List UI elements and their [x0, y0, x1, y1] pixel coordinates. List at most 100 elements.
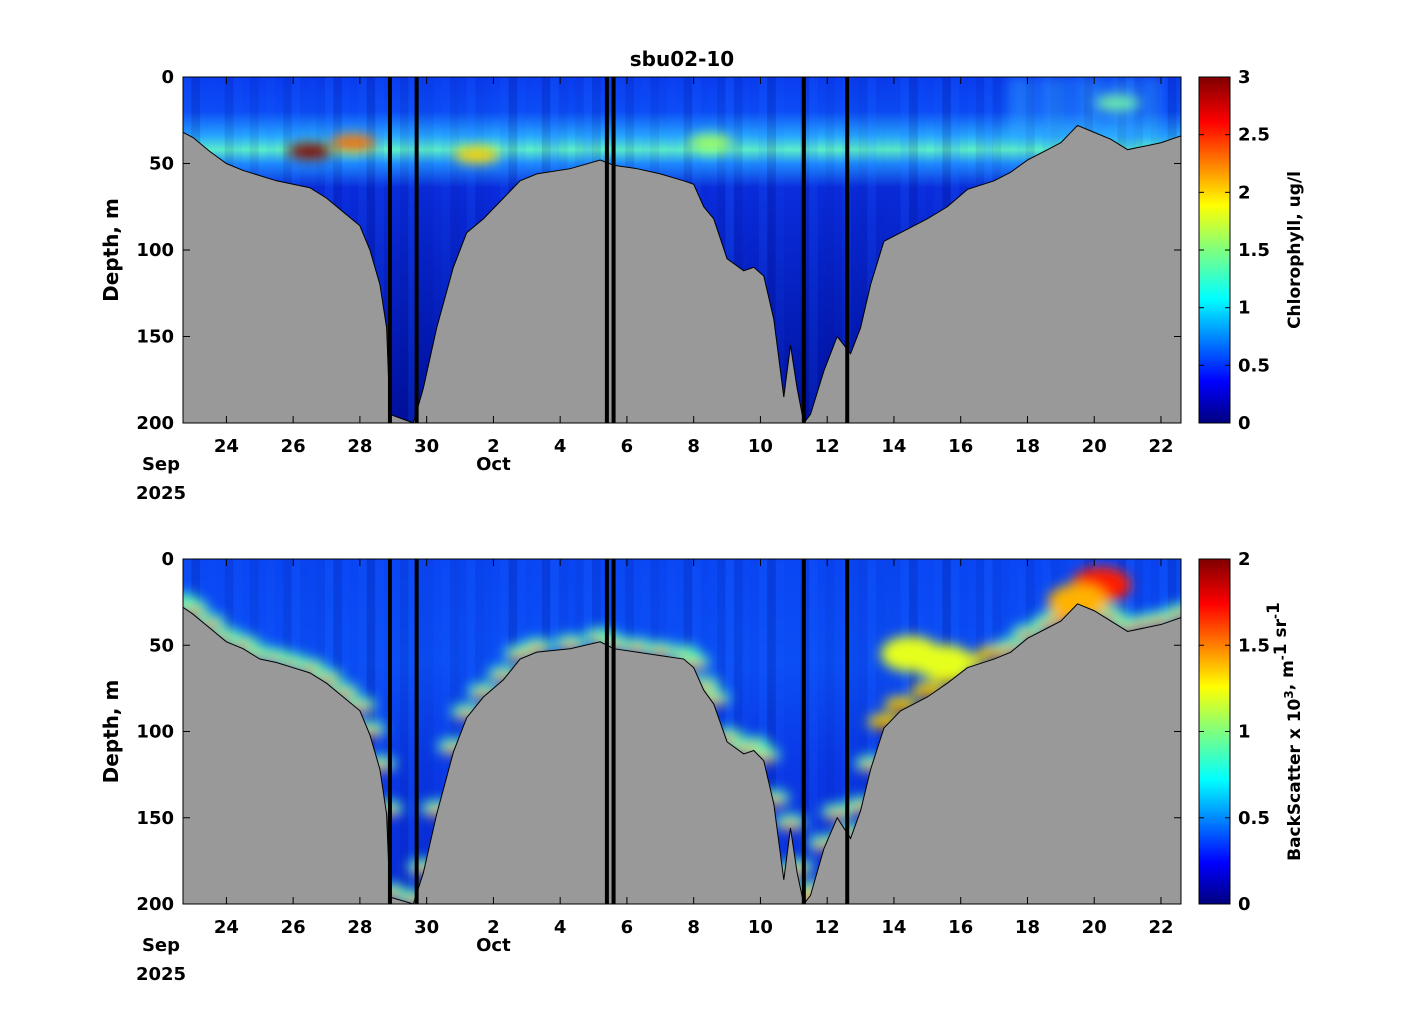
backscatter-patch — [914, 644, 975, 681]
colorbar-label-sup: 3 — [1282, 690, 1296, 698]
bottom-layer-core — [1171, 611, 1181, 620]
colorbar-tick-label: 2 — [1238, 182, 1251, 203]
x-tick-label: 12 — [815, 436, 840, 457]
y-tick-label: 150 — [136, 808, 174, 829]
profile-streak — [399, 559, 409, 904]
profile-streak — [441, 559, 451, 904]
colorbar-tick-label: 2 — [1238, 549, 1251, 570]
profile-streak — [416, 559, 426, 904]
colorbar-tick-label: 2.5 — [1238, 125, 1270, 146]
profile-streak — [424, 77, 434, 423]
surface-streak — [1080, 77, 1087, 137]
surface-streak — [1034, 77, 1041, 137]
chlorophyll-hotspot — [287, 143, 332, 160]
x-tick-label: 26 — [281, 436, 306, 457]
surface-streak — [1092, 77, 1099, 137]
month-label: Sep — [142, 454, 180, 475]
x-tick-label: 22 — [1148, 436, 1173, 457]
x-tick-label: 4 — [554, 436, 567, 457]
x-tick-label: 10 — [748, 917, 773, 938]
profile-streak — [850, 77, 860, 423]
x-tick-label: 2 — [487, 917, 500, 938]
profile-streak — [725, 77, 735, 423]
y-axis-label: Depth, m — [99, 198, 123, 302]
profile-streak — [825, 559, 835, 904]
colorbar-tick-label: 0.5 — [1238, 355, 1270, 376]
profile-streak — [424, 559, 434, 904]
x-tick-label: 20 — [1082, 917, 1107, 938]
profile-streak — [392, 77, 401, 423]
x-tick-label: 16 — [948, 436, 973, 457]
surface-streak — [1139, 77, 1146, 137]
month-label: Sep — [142, 935, 180, 956]
y-axis-label: Depth, m — [99, 680, 123, 784]
colorbar-label: BackScatter x 103, m-1 sr-1 — [1264, 602, 1305, 861]
gap-edge-right — [845, 559, 850, 904]
profile-streak — [875, 77, 885, 423]
y-tick-label: 50 — [149, 635, 174, 656]
profile-streak — [450, 77, 459, 423]
colorbar-tick-label: 0.5 — [1238, 808, 1270, 829]
y-tick-label: 100 — [136, 240, 174, 261]
colorbar-tick-label: 1 — [1238, 722, 1251, 743]
gap-edge-right — [414, 77, 419, 423]
x-tick-label: 18 — [1015, 917, 1040, 938]
figure-title: sbu02-10 — [630, 47, 734, 71]
profile-streak — [441, 77, 451, 423]
gap-edge-left — [387, 559, 392, 904]
colorbar-tick-label: 1 — [1238, 298, 1251, 319]
surface-streak — [1045, 77, 1052, 137]
chlorophyll-hotspot — [688, 134, 733, 151]
x-tick-label: 12 — [815, 917, 840, 938]
month-label: Oct — [476, 454, 511, 475]
gap-edge-right — [611, 559, 616, 904]
y-tick-label: 0 — [161, 549, 174, 570]
surface-streak — [1104, 77, 1111, 137]
bottom-layer-core — [827, 811, 848, 820]
seafloor — [183, 603, 1181, 904]
colorbar-label-sup: - — [1275, 655, 1289, 660]
gap-edge-left — [604, 559, 609, 904]
chlorophyll-hotspot — [454, 146, 499, 163]
profile-streak — [767, 77, 776, 423]
year-label: 2025 — [136, 964, 186, 985]
colorbar-tick-label: 1.5 — [1238, 240, 1270, 261]
x-tick-label: 28 — [347, 436, 372, 457]
x-tick-label: 8 — [687, 436, 700, 457]
chlorophyll-hotspot — [331, 134, 376, 151]
x-tick-label: 14 — [881, 917, 906, 938]
profile-streak — [808, 559, 818, 904]
y-tick-label: 150 — [136, 327, 174, 348]
x-tick-label: 8 — [687, 917, 700, 938]
profile-streak — [875, 559, 885, 904]
x-tick-label: 30 — [414, 917, 439, 938]
profile-streak — [858, 77, 868, 423]
profile-streak — [392, 559, 401, 904]
profile-streak — [775, 77, 785, 423]
colorbar-label-part: 1 — [1264, 602, 1284, 614]
gap-edge-left — [387, 77, 392, 423]
x-tick-label: 24 — [214, 917, 239, 938]
seafloor-line — [183, 124, 1181, 423]
chlorophyll-heatmap — [183, 77, 1181, 423]
colorbar-tick-label: 3 — [1238, 67, 1251, 88]
x-tick-label: 6 — [621, 917, 634, 938]
gap-edge-right — [845, 77, 850, 423]
gap-edge-left — [801, 559, 806, 904]
profile-streak — [867, 77, 877, 423]
gap-edge-left — [801, 77, 806, 423]
year-label: 2025 — [136, 483, 186, 504]
x-tick-label: 2 — [487, 436, 500, 457]
profile-streak — [408, 559, 418, 904]
profile-streak — [867, 559, 877, 904]
colorbar-tick-label: 0 — [1238, 894, 1251, 915]
profile-streak — [733, 77, 743, 423]
bottom-layer-core — [780, 822, 801, 831]
surface-streak — [1150, 77, 1157, 137]
x-tick-label: 18 — [1015, 436, 1040, 457]
profile-streak — [416, 77, 426, 423]
